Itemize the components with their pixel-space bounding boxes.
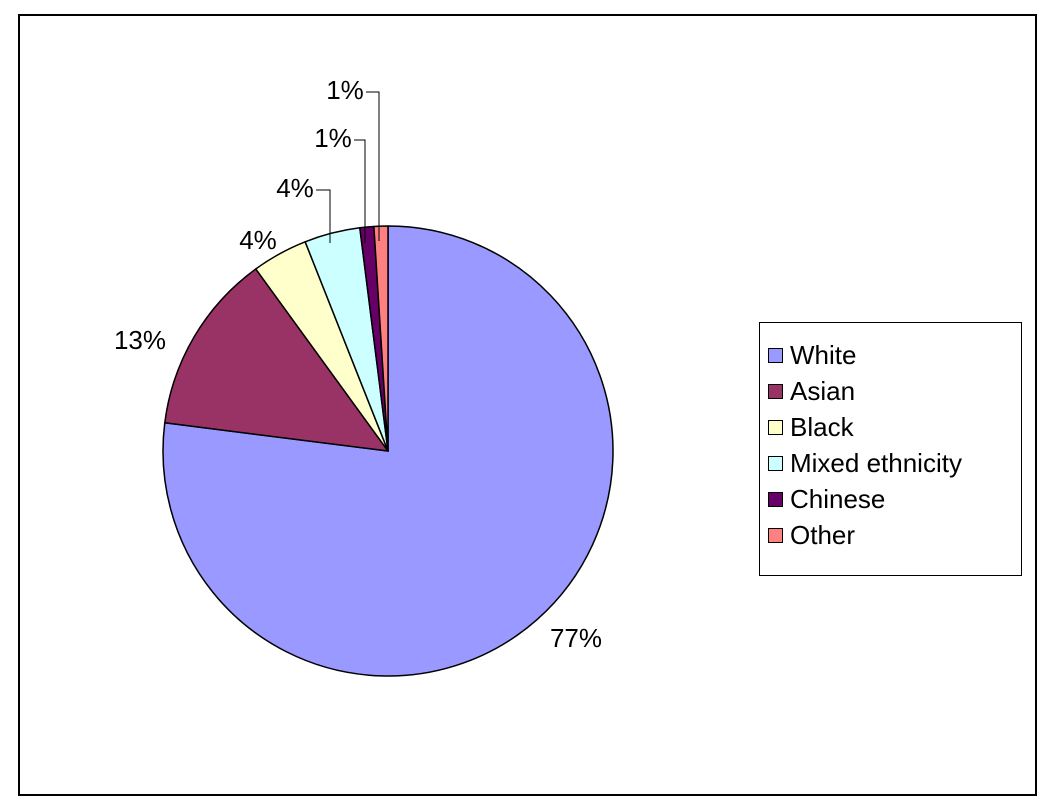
data-label-chinese: 1% [314,123,352,153]
legend-label: Asian [790,376,856,406]
legend-swatch [768,347,783,363]
legend-label: Mixed ethnicity [790,448,962,478]
legend-swatch [768,455,783,471]
legend: White Asian Black Mixed ethnicity Chinese Oth… [759,322,1022,576]
leader-line-chinese [354,139,366,243]
legend-item-white: White [760,337,1021,373]
legend-item-mixed-ethnicity: Mixed ethnicity [760,445,1021,481]
legend-swatch [768,419,783,435]
pie-slices [162,225,614,677]
legend-swatch [768,383,783,399]
leader-line-mixed-ethnicity [316,189,331,243]
data-label-other: 1% [326,75,364,105]
legend-item-black: Black [760,409,1021,445]
legend-label: White [790,340,857,370]
pie-slice-asian [164,268,389,452]
data-label-mixed-ethnicity: 4% [276,173,314,203]
pie-slice-white [162,225,614,677]
data-label-asian: 13% [114,325,166,355]
legend-swatch [768,491,783,507]
legend-swatch [768,527,783,543]
pie-slice-other [373,225,389,452]
legend-label: Chinese [790,484,886,514]
legend-item-chinese: Chinese [760,481,1021,517]
legend-items: White Asian Black Mixed ethnicity Chinese Oth… [760,337,1021,553]
legend-item-other: Other [760,517,1021,553]
legend-label: Other [790,520,856,550]
leader-lines [316,91,380,243]
data-labels: 77%13%4%4%1%1% [114,75,602,653]
legend-label: Black [790,412,854,442]
leader-line-other [366,91,380,241]
data-label-black: 4% [239,225,277,255]
data-label-white: 77% [550,623,602,653]
legend-item-asian: Asian [760,373,1021,409]
